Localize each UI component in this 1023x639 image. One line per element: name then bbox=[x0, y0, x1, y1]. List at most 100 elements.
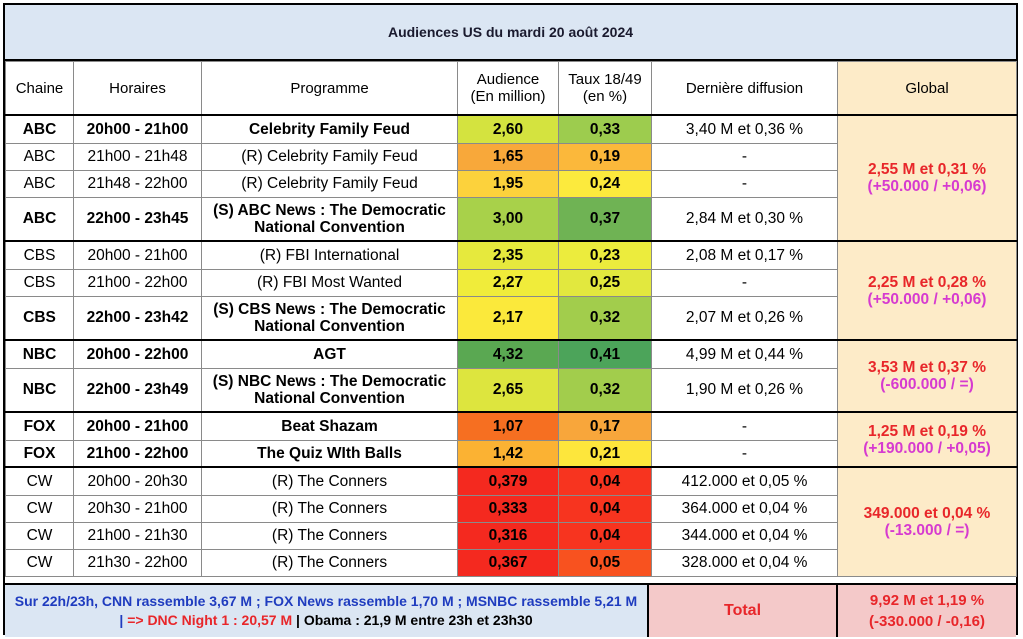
cell-taux: 0,04 bbox=[558, 521, 652, 550]
cell-audience: 3,00 bbox=[457, 196, 559, 242]
cell-programme-line2: National Convention bbox=[254, 317, 405, 335]
cell-horaires: 21h00 - 22h00 bbox=[73, 268, 202, 297]
cell-chaine: CW bbox=[5, 521, 74, 550]
header-audience-line1: Audience bbox=[476, 71, 540, 88]
cell-programme: (R) The Conners bbox=[201, 494, 458, 523]
page-title: Audiences US du mardi 20 août 2024 bbox=[5, 5, 1016, 61]
cell-chaine: CW bbox=[5, 548, 74, 577]
cell-programme: (S) NBC News : The Democratic National Co… bbox=[201, 367, 458, 413]
cell-taux: 0,23 bbox=[558, 240, 652, 270]
global-fox: 1,25 M et 0,19 % (+190.000 / +0,05) bbox=[837, 411, 1017, 468]
cell-taux: 0,04 bbox=[558, 466, 652, 496]
cell-derniere: 4,99 M et 0,44 % bbox=[651, 339, 838, 369]
cell-derniere: - bbox=[651, 169, 838, 198]
table-row: ABC 22h00 - 23h45 (S) ABC News : The Dem… bbox=[5, 196, 1017, 242]
header-taux-line1: Taux 18/49 bbox=[568, 71, 642, 88]
cell-chaine: CBS bbox=[5, 268, 74, 297]
table-row: CBS 22h00 - 23h42 (S) CBS News : The Dem… bbox=[5, 295, 1017, 341]
cell-programme: (R) Celebrity Family Feud bbox=[201, 142, 458, 171]
total-line1: 9,92 M et 1,19 % bbox=[869, 592, 985, 609]
audience-table: Chaine Horaires Programme Audience (En mi… bbox=[5, 61, 1017, 577]
cell-programme: Celebrity Family Feud bbox=[201, 114, 458, 144]
global-fox-line1: 1,25 M et 0,19 % bbox=[867, 422, 987, 440]
cell-horaires: 20h00 - 21h00 bbox=[73, 411, 202, 441]
table-row: ABC 21h00 - 21h48 (R) Celebrity Family F… bbox=[5, 142, 1017, 171]
header-global: Global bbox=[837, 61, 1017, 116]
cell-chaine: ABC bbox=[5, 114, 74, 144]
cell-derniere: 344.000 et 0,04 % bbox=[651, 521, 838, 550]
cell-chaine: NBC bbox=[5, 339, 74, 369]
cell-audience: 1,65 bbox=[457, 142, 559, 171]
header-chaine: Chaine bbox=[5, 61, 74, 116]
global-fox-line2: (+190.000 / +0,05) bbox=[863, 439, 991, 457]
cell-audience: 2,17 bbox=[457, 295, 559, 341]
global-nbc-line1: 3,53 M et 0,37 % bbox=[867, 359, 987, 376]
cell-audience: 2,35 bbox=[457, 240, 559, 270]
cell-audience: 2,27 bbox=[457, 268, 559, 297]
cell-chaine: CW bbox=[5, 466, 74, 496]
cell-chaine: CBS bbox=[5, 240, 74, 270]
cell-horaires: 20h00 - 21h00 bbox=[73, 240, 202, 270]
cell-derniere: 3,40 M et 0,36 % bbox=[651, 114, 838, 144]
cell-programme-line2: National Convention bbox=[254, 218, 405, 236]
header-audience: Audience (En million) bbox=[457, 61, 559, 116]
cell-horaires: 21h00 - 21h48 bbox=[73, 142, 202, 171]
cell-derniere: 328.000 et 0,04 % bbox=[651, 548, 838, 577]
cell-audience: 2,60 bbox=[457, 114, 559, 144]
cell-chaine: NBC bbox=[5, 367, 74, 413]
global-cw-line1: 349.000 et 0,04 % bbox=[863, 504, 991, 522]
cell-taux: 0,32 bbox=[558, 295, 652, 341]
global-abc: 2,55 M et 0,31 % (+50.000 / +0,06) bbox=[837, 114, 1017, 242]
cell-derniere: 2,07 M et 0,26 % bbox=[651, 295, 838, 341]
cell-derniere: 2,08 M et 0,17 % bbox=[651, 240, 838, 270]
header-taux: Taux 18/49 (en %) bbox=[558, 61, 652, 116]
cell-horaires: 22h00 - 23h42 bbox=[73, 295, 202, 341]
table-row: CW 21h30 - 22h00 (R) The Conners 0,367 0… bbox=[5, 548, 1017, 577]
cell-chaine: ABC bbox=[5, 196, 74, 242]
cell-programme-line1: (S) NBC News : The Democratic bbox=[212, 372, 447, 390]
cell-derniere: 1,90 M et 0,26 % bbox=[651, 367, 838, 413]
table-row: ABC 21h48 - 22h00 (R) Celebrity Family F… bbox=[5, 169, 1017, 198]
cell-audience: 2,65 bbox=[457, 367, 559, 413]
cell-taux: 0,33 bbox=[558, 114, 652, 144]
cell-horaires: 22h00 - 23h45 bbox=[73, 196, 202, 242]
global-nbc: 3,53 M et 0,37 % (-600.000 / =) bbox=[837, 339, 1017, 413]
cell-audience: 0,367 bbox=[457, 548, 559, 577]
table-header-row: Chaine Horaires Programme Audience (En mi… bbox=[5, 61, 1017, 116]
audience-table-frame: Audiences US du mardi 20 août 2024 Chain… bbox=[3, 3, 1018, 637]
footer-note-red: => DNC Night 1 : 20,57 M bbox=[123, 612, 297, 628]
cell-horaires: 21h30 - 22h00 bbox=[73, 548, 202, 577]
cell-programme: (R) Celebrity Family Feud bbox=[201, 169, 458, 198]
cell-programme-line1: (S) CBS News : The Democratic bbox=[213, 300, 446, 318]
cell-programme: (R) FBI International bbox=[201, 240, 458, 270]
header-taux-line2: (en %) bbox=[582, 88, 628, 105]
table-row: CW 20h00 - 20h30 (R) The Conners 0,379 0… bbox=[5, 466, 1017, 577]
footer-note: Sur 22h/23h, CNN rassemble 3,67 M ; FOX … bbox=[5, 585, 649, 637]
table-row: NBC 20h00 - 22h00 AGT 4,32 0,41 4,99 M e… bbox=[5, 339, 1017, 413]
table-row: ABC 20h00 - 21h00 Celebrity Family Feud … bbox=[5, 114, 1017, 242]
footer-note-black: | Obama : 21,9 M entre 23h et 23h30 bbox=[296, 612, 533, 628]
cell-audience: 4,32 bbox=[457, 339, 559, 369]
total-label: Total bbox=[649, 585, 838, 637]
cell-chaine: FOX bbox=[5, 411, 74, 441]
cell-programme: Beat Shazam bbox=[201, 411, 458, 441]
cell-taux: 0,37 bbox=[558, 196, 652, 242]
cell-programme: The Quiz WIth Balls bbox=[201, 439, 458, 468]
cell-audience: 1,07 bbox=[457, 411, 559, 441]
cell-programme: (R) FBI Most Wanted bbox=[201, 268, 458, 297]
global-cbs: 2,25 M et 0,28 % (+50.000 / +0,06) bbox=[837, 240, 1017, 341]
global-cw-line2: (-13.000 / =) bbox=[884, 521, 970, 539]
cell-horaires: 20h30 - 21h00 bbox=[73, 494, 202, 523]
total-line2: (-330.000 / -0,16) bbox=[869, 613, 985, 630]
cell-taux: 0,04 bbox=[558, 494, 652, 523]
header-audience-line2: (En million) bbox=[470, 88, 546, 105]
global-abc-line1: 2,55 M et 0,31 % bbox=[867, 161, 987, 178]
cell-chaine: CBS bbox=[5, 295, 74, 341]
cell-programme: (S) CBS News : The Democratic National Co… bbox=[201, 295, 458, 341]
cell-audience: 1,42 bbox=[457, 439, 559, 468]
cell-horaires: 21h00 - 21h30 bbox=[73, 521, 202, 550]
cell-audience: 1,95 bbox=[457, 169, 559, 198]
cell-programme: (R) The Conners bbox=[201, 466, 458, 496]
cell-taux: 0,05 bbox=[558, 548, 652, 577]
cell-audience: 0,316 bbox=[457, 521, 559, 550]
